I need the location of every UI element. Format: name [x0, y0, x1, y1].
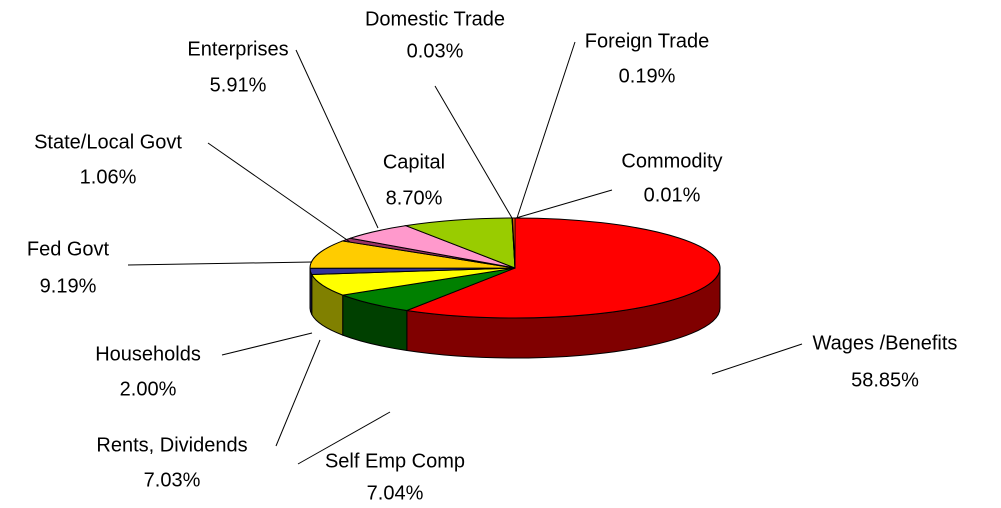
- slice-label: Rents, Dividends: [96, 434, 247, 456]
- pie-slice: [309, 240, 516, 269]
- leader-line: [295, 49, 379, 229]
- value-label: 0.19%: [619, 65, 676, 87]
- leader-line: [516, 41, 576, 219]
- value-label: 1.06%: [80, 166, 137, 188]
- value-label: 7.03%: [144, 469, 201, 491]
- value-label: 2.00%: [120, 378, 177, 400]
- leader-line: [221, 332, 313, 356]
- leader-line: [515, 189, 613, 219]
- value-label: 5.91%: [210, 74, 267, 96]
- value-label: 7.04%: [367, 482, 424, 504]
- slice-label: Self Emp Comp: [325, 450, 465, 472]
- leader-line: [207, 142, 351, 243]
- leader-line: [434, 85, 513, 219]
- value-label: 9.19%: [40, 275, 97, 297]
- slice-label: Wages /Benefits: [813, 332, 958, 354]
- leader-line: [711, 343, 803, 375]
- slice-label: Foreign Trade: [585, 30, 710, 52]
- slice-label: Enterprises: [187, 38, 288, 60]
- leader-line: [275, 339, 321, 447]
- value-label: 8.70%: [386, 187, 443, 209]
- pie-slice: [512, 217, 516, 269]
- leader-line: [127, 261, 313, 266]
- slice-label: Households: [95, 343, 201, 365]
- value-label: 58.85%: [851, 369, 919, 391]
- leader-line: [297, 411, 391, 465]
- pie-slice: [404, 217, 721, 319]
- slice-label: State/Local Govt: [34, 131, 182, 153]
- value-label: 0.01%: [644, 184, 701, 206]
- slice-label: Capital: [383, 151, 445, 173]
- slice-label: Fed Govt: [27, 238, 110, 260]
- slice-label: Commodity: [621, 150, 722, 172]
- value-label: 0.03%: [407, 40, 464, 62]
- pie-slice: [404, 217, 516, 269]
- slice-label: Domestic Trade: [365, 8, 505, 30]
